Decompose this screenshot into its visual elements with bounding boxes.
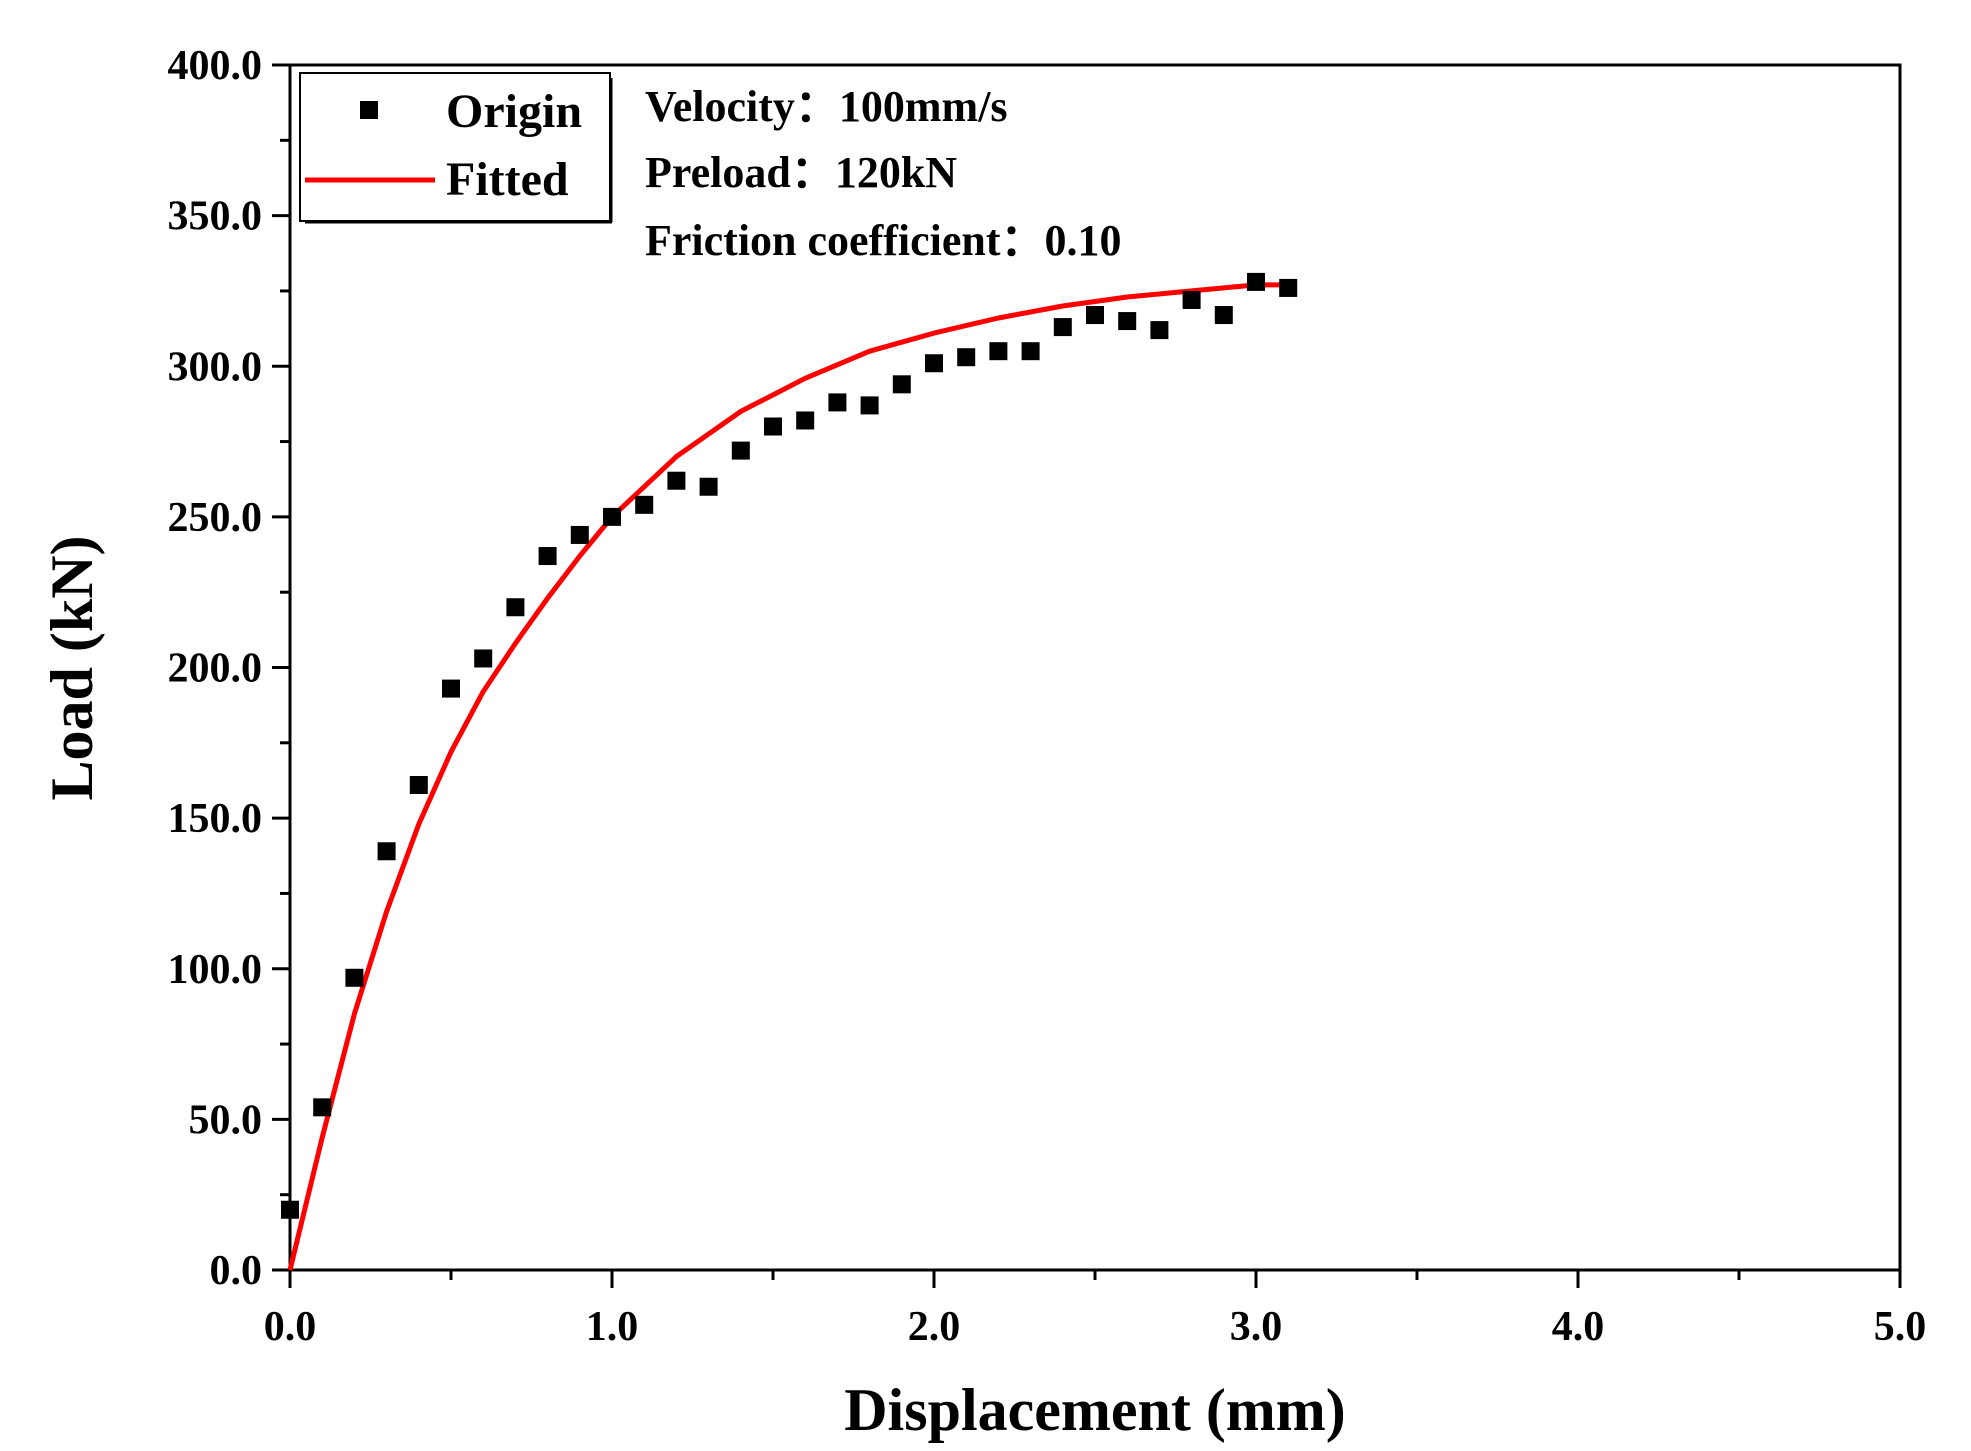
origin-data-point — [1086, 306, 1104, 325]
y-tick-label: 350.0 — [168, 194, 263, 240]
x-axis-title: Displacement (mm) — [844, 1377, 1346, 1443]
origin-data-point — [538, 547, 557, 566]
origin-data-point — [345, 968, 364, 987]
origin-data-point — [828, 393, 847, 412]
origin-data-point — [313, 1098, 332, 1117]
y-tick-label: 150.0 — [168, 796, 263, 842]
y-tick-label: 0.0 — [210, 1248, 263, 1294]
origin-data-point — [925, 354, 943, 373]
origin-data-point — [1053, 318, 1072, 337]
legend-origin-label: Origin — [446, 85, 582, 138]
origin-data-point — [635, 495, 654, 514]
origin-data-point — [892, 375, 911, 394]
origin-data-point — [409, 775, 428, 794]
origin-data-point — [1021, 342, 1040, 361]
origin-data-point — [603, 507, 621, 526]
y-tick-label: 200.0 — [168, 646, 263, 692]
legend-fitted-label: Fitted — [446, 153, 569, 206]
x-tick-label: 2.0 — [908, 1304, 961, 1350]
origin-data-point — [1182, 290, 1201, 309]
x-tick-label: 4.0 — [1552, 1304, 1605, 1350]
origin-data-point — [506, 598, 525, 617]
origin-data-point — [570, 525, 589, 544]
origin-series — [281, 272, 1298, 1219]
fitted-series — [287, 282, 1289, 1271]
y-axis-title: Load (kN) — [39, 535, 105, 800]
y-tick-labels: 0.0 50.0 100.0 150.0 200.0 250.0 300.0 350.0 400… — [168, 43, 263, 1294]
origin-data-point — [1214, 306, 1233, 325]
y-tick-label: 300.0 — [168, 344, 263, 390]
fitted-curve — [287, 282, 1289, 1271]
friction-annotation: Friction coefficient：0.10 — [645, 216, 1122, 265]
origin-data-point — [731, 441, 750, 460]
x-tick-label: 0.0 — [264, 1304, 317, 1350]
axis-ticks — [272, 63, 1902, 1288]
origin-data-point — [860, 396, 879, 415]
x-tick-label: 5.0 — [1874, 1304, 1927, 1350]
x-tick-label: 1.0 — [586, 1304, 639, 1350]
origin-data-point — [989, 342, 1008, 361]
origin-data-point — [1150, 321, 1169, 340]
origin-data-point — [667, 471, 686, 490]
origin-data-point — [957, 348, 976, 367]
origin-data-point — [699, 477, 718, 496]
origin-data-point — [796, 411, 815, 430]
legend-origin-marker — [360, 101, 378, 119]
origin-data-point — [1118, 312, 1137, 331]
preload-annotation: Preload：120kN — [645, 148, 957, 197]
y-tick-label: 400.0 — [168, 43, 263, 89]
origin-data-point — [1247, 272, 1265, 291]
origin-data-point — [281, 1200, 299, 1219]
origin-data-point — [474, 649, 493, 668]
legend: Origin Fitted — [299, 72, 613, 224]
y-tick-label: 50.0 — [189, 1097, 263, 1143]
y-tick-label: 250.0 — [168, 495, 263, 541]
test-conditions: Velocity：100mm/s Preload：120kN Friction … — [645, 82, 1122, 265]
x-tick-label: 3.0 — [1230, 1304, 1283, 1350]
origin-data-point — [442, 679, 460, 698]
origin-data-point — [764, 417, 782, 436]
origin-data-point — [377, 842, 396, 861]
y-tick-label: 100.0 — [168, 947, 263, 993]
x-tick-labels: 0.0 1.0 2.0 3.0 4.0 5.0 — [264, 1304, 1927, 1350]
origin-data-point — [1279, 278, 1298, 297]
velocity-annotation: Velocity：100mm/s — [645, 82, 1008, 131]
